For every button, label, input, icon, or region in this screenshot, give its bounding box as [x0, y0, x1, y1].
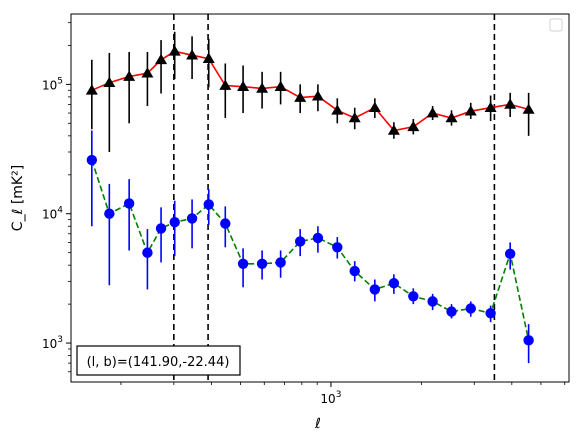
data-point-circle	[104, 208, 115, 219]
data-point-triangle	[168, 45, 181, 56]
series-2	[86, 130, 534, 364]
data-point-circle	[332, 242, 343, 253]
data-point-circle	[294, 236, 306, 247]
data-point-triangle	[202, 52, 215, 63]
data-point-circle	[446, 306, 457, 317]
data-point-triangle	[294, 91, 307, 102]
y-axis-label: C_ℓ [mK²]	[10, 165, 26, 231]
y-tick-label: 105	[42, 76, 63, 92]
data-point-circle	[220, 218, 231, 229]
data-point-circle	[203, 199, 214, 210]
annotation-box	[76, 345, 241, 376]
data-point-circle	[256, 258, 268, 270]
data-point-triangle	[103, 76, 116, 88]
data-point-triangle	[445, 111, 458, 123]
data-point-circle	[408, 291, 419, 302]
data-point-circle	[86, 154, 98, 166]
data-point-triangle	[407, 120, 420, 132]
y-tick-label: 103	[42, 335, 63, 351]
data-point-triangle	[331, 104, 344, 115]
data-point-circle	[388, 278, 400, 289]
x-tick-label: 103	[320, 390, 341, 406]
data-point-triangle	[426, 107, 439, 118]
data-point-circle	[275, 257, 286, 268]
data-point-circle	[142, 247, 153, 258]
plot-frame	[70, 13, 570, 383]
data-point-circle	[427, 296, 438, 307]
data-point-circle	[504, 248, 516, 259]
legend-box	[549, 18, 563, 32]
data-point-triangle	[219, 79, 232, 90]
data-point-circle	[523, 335, 534, 346]
data-point-circle	[465, 303, 476, 314]
data-point-triangle	[311, 90, 324, 101]
data-point-circle	[485, 308, 496, 319]
data-point-triangle	[186, 49, 199, 60]
annotation-text: (l, b)=(141.90,-22.44)	[87, 355, 230, 370]
data-point-circle	[369, 284, 381, 295]
data-point-circle	[155, 223, 167, 234]
data-point-triangle	[256, 82, 269, 93]
data-point-triangle	[85, 84, 98, 95]
data-point-triangle	[368, 101, 381, 113]
data-point-circle	[312, 232, 324, 244]
x-axis-label: ℓ	[314, 416, 321, 432]
data-point-circle	[349, 265, 360, 277]
data-point-circle	[169, 216, 180, 228]
y-tick-label: 104	[42, 206, 63, 222]
data-point-triangle	[484, 101, 497, 113]
data-point-triangle	[522, 103, 535, 114]
data-point-triangle	[141, 67, 154, 78]
data-point-circle	[237, 258, 249, 270]
data-point-triangle	[387, 124, 400, 135]
data-point-triangle	[155, 53, 168, 65]
series-group	[85, 31, 535, 364]
data-point-triangle	[504, 98, 517, 109]
data-point-circle	[123, 198, 135, 209]
data-point-circle	[186, 213, 198, 224]
data-point-triangle	[274, 80, 287, 91]
data-point-triangle	[237, 80, 250, 91]
data-point-triangle	[464, 105, 477, 116]
data-point-triangle	[123, 70, 136, 81]
data-point-triangle	[348, 111, 361, 123]
series-1	[85, 31, 535, 153]
